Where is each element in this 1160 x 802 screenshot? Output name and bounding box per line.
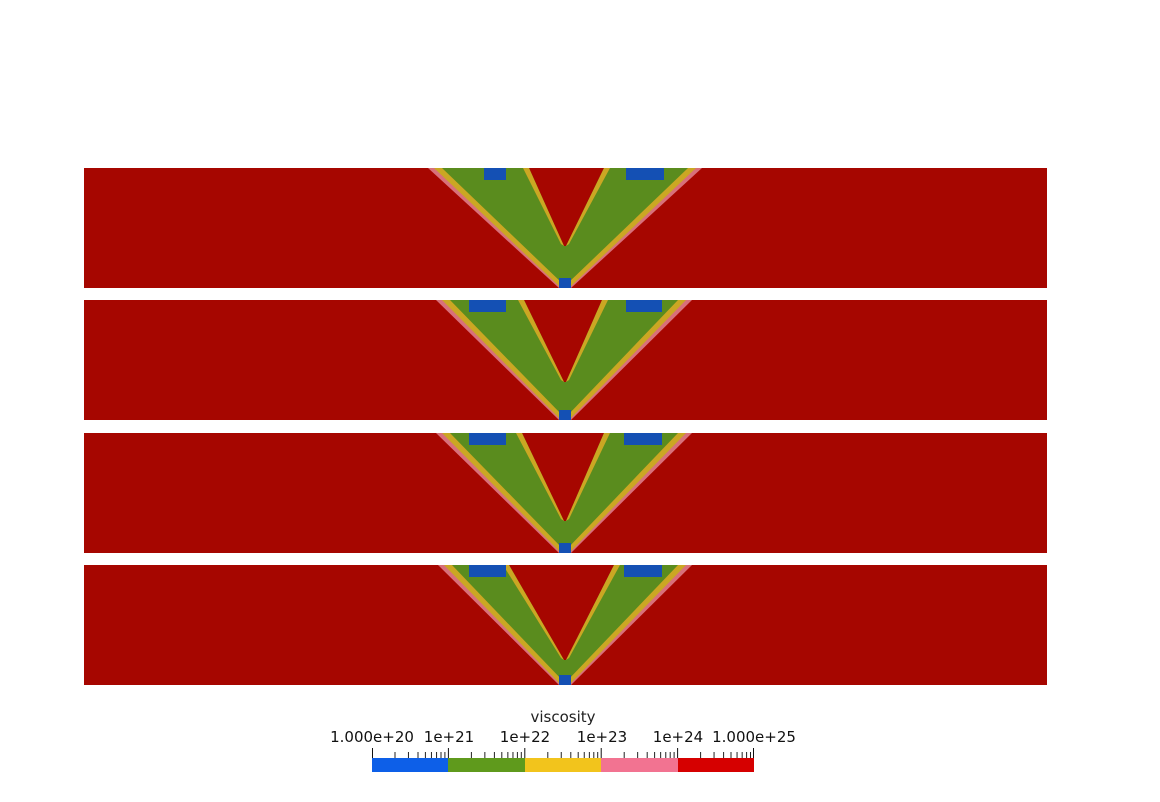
- panel-2-field: [84, 300, 1047, 420]
- colorbar-tick-label-2: 1e+22: [499, 728, 551, 746]
- panel-1-field: [84, 168, 1047, 288]
- low-viscosity-pocket-left: [469, 300, 506, 312]
- viscosity-panel-2: [84, 300, 1047, 420]
- viscosity-panel-3: [84, 433, 1047, 553]
- inner-edge-left: [523, 168, 564, 246]
- low-viscosity-pocket-apex: [559, 278, 571, 288]
- inner-wedge: [524, 300, 602, 382]
- inner-edge-right: [566, 433, 610, 521]
- colorbar-tick-label-5: 1.000e+25: [712, 728, 796, 746]
- low-viscosity-pocket-apex: [559, 675, 571, 685]
- low-viscosity-pocket-right: [626, 168, 664, 180]
- low-viscosity-pocket-left: [484, 168, 506, 180]
- inner-edge-right: [566, 300, 608, 382]
- inner-edge-right: [566, 168, 610, 246]
- colorbar-tick-label-3: 1e+23: [576, 728, 628, 746]
- colorbar: [372, 758, 755, 772]
- inner-edge-left: [518, 300, 564, 382]
- viscosity-panel-4: [84, 565, 1047, 685]
- colorbar-tick-label-0: 1.000e+20: [330, 728, 414, 746]
- colorbar-segment-0: [372, 758, 449, 772]
- colorbar-segment-2: [524, 758, 602, 772]
- low-viscosity-pocket-left: [469, 565, 506, 577]
- low-viscosity-pocket-apex: [559, 410, 571, 420]
- colorbar-tick-label-4: 1e+24: [652, 728, 704, 746]
- panel-4-field: [84, 565, 1047, 685]
- inner-wedge: [522, 433, 604, 521]
- colorbar-title: viscosity: [530, 708, 596, 726]
- viscosity-panel-1: [84, 168, 1047, 288]
- colorbar-legend: viscosity 1.000e+20 1e+21 1e+22 1e+23 1e…: [0, 700, 1160, 800]
- inner-wedge: [529, 168, 604, 246]
- colorbar-tick-label-1: 1e+21: [423, 728, 475, 746]
- colorbar-segment-1: [448, 758, 525, 772]
- inner-edge-left: [503, 565, 564, 660]
- colorbar-segment-3: [601, 758, 678, 772]
- low-viscosity-pocket-right: [626, 300, 662, 312]
- inner-edge-right: [566, 565, 620, 660]
- panel-3-field: [84, 433, 1047, 553]
- inner-edge-left: [516, 433, 564, 521]
- low-viscosity-pocket-right: [624, 433, 662, 445]
- low-viscosity-pocket-apex: [559, 543, 571, 553]
- low-viscosity-pocket-left: [469, 433, 506, 445]
- inner-wedge: [509, 565, 614, 660]
- colorbar-segment-4: [677, 758, 755, 772]
- low-viscosity-pocket-right: [624, 565, 662, 577]
